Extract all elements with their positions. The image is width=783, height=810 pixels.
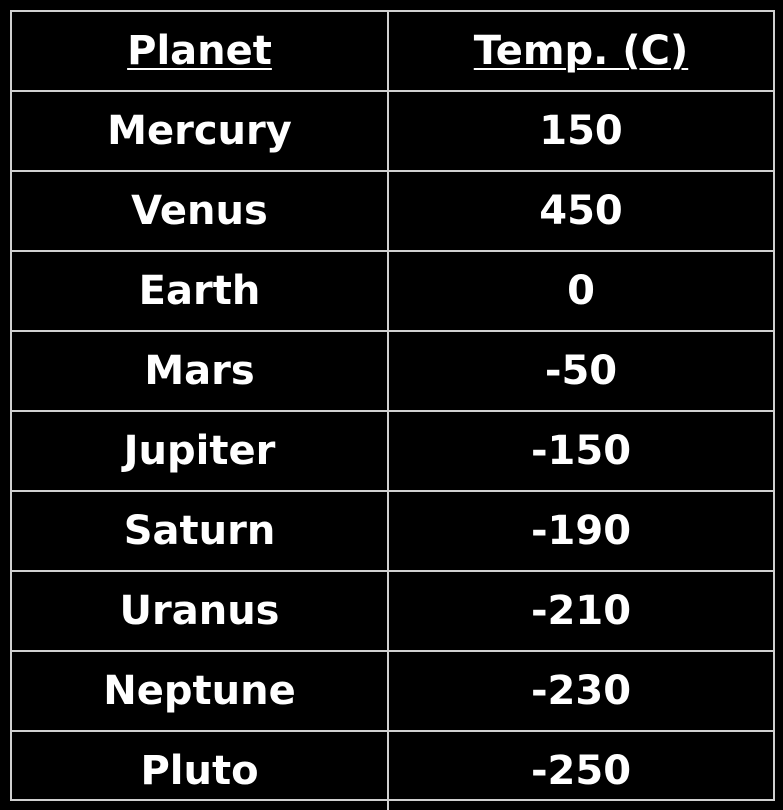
planet-cell: Jupiter bbox=[12, 410, 389, 492]
planet-cell: Pluto bbox=[12, 730, 389, 810]
column-header-planet: Planet bbox=[12, 12, 389, 92]
table-row: Uranus -210 bbox=[12, 570, 773, 652]
column-header-temp: Temp. (C) bbox=[387, 12, 773, 92]
temp-cell: -190 bbox=[387, 490, 773, 572]
temp-cell: -150 bbox=[387, 410, 773, 492]
table-row: Mars -50 bbox=[12, 330, 773, 412]
planet-temperature-table-container: Planet Temp. (C) Mercury 150 Venus 450 E… bbox=[10, 10, 775, 810]
column-header-temp-label: Temp. (C) bbox=[473, 28, 689, 74]
planet-cell: Earth bbox=[12, 250, 389, 332]
temp-cell: -50 bbox=[387, 330, 773, 412]
table-row: Venus 450 bbox=[12, 170, 773, 252]
temp-cell: -230 bbox=[387, 650, 773, 732]
planet-cell: Venus bbox=[12, 170, 389, 252]
table-row: Neptune -230 bbox=[12, 650, 773, 732]
table-row: Mercury 150 bbox=[12, 90, 773, 172]
temp-cell: 150 bbox=[387, 90, 773, 172]
planet-cell: Saturn bbox=[12, 490, 389, 572]
table-row: Saturn -190 bbox=[12, 490, 773, 572]
planet-cell: Mercury bbox=[12, 90, 389, 172]
planet-cell: Mars bbox=[12, 330, 389, 412]
temp-cell: -250 bbox=[387, 730, 773, 810]
planet-cell: Uranus bbox=[12, 570, 389, 652]
temp-cell: -210 bbox=[387, 570, 773, 652]
table-row: Earth 0 bbox=[12, 250, 773, 332]
planet-temperature-table: Planet Temp. (C) Mercury 150 Venus 450 E… bbox=[12, 12, 773, 810]
temp-cell: 450 bbox=[387, 170, 773, 252]
table-row: Jupiter -150 bbox=[12, 410, 773, 492]
column-header-planet-label: Planet bbox=[127, 28, 272, 74]
table-header-row: Planet Temp. (C) bbox=[12, 12, 773, 92]
table-row: Pluto -250 bbox=[12, 730, 773, 810]
temp-cell: 0 bbox=[387, 250, 773, 332]
planet-cell: Neptune bbox=[12, 650, 389, 732]
